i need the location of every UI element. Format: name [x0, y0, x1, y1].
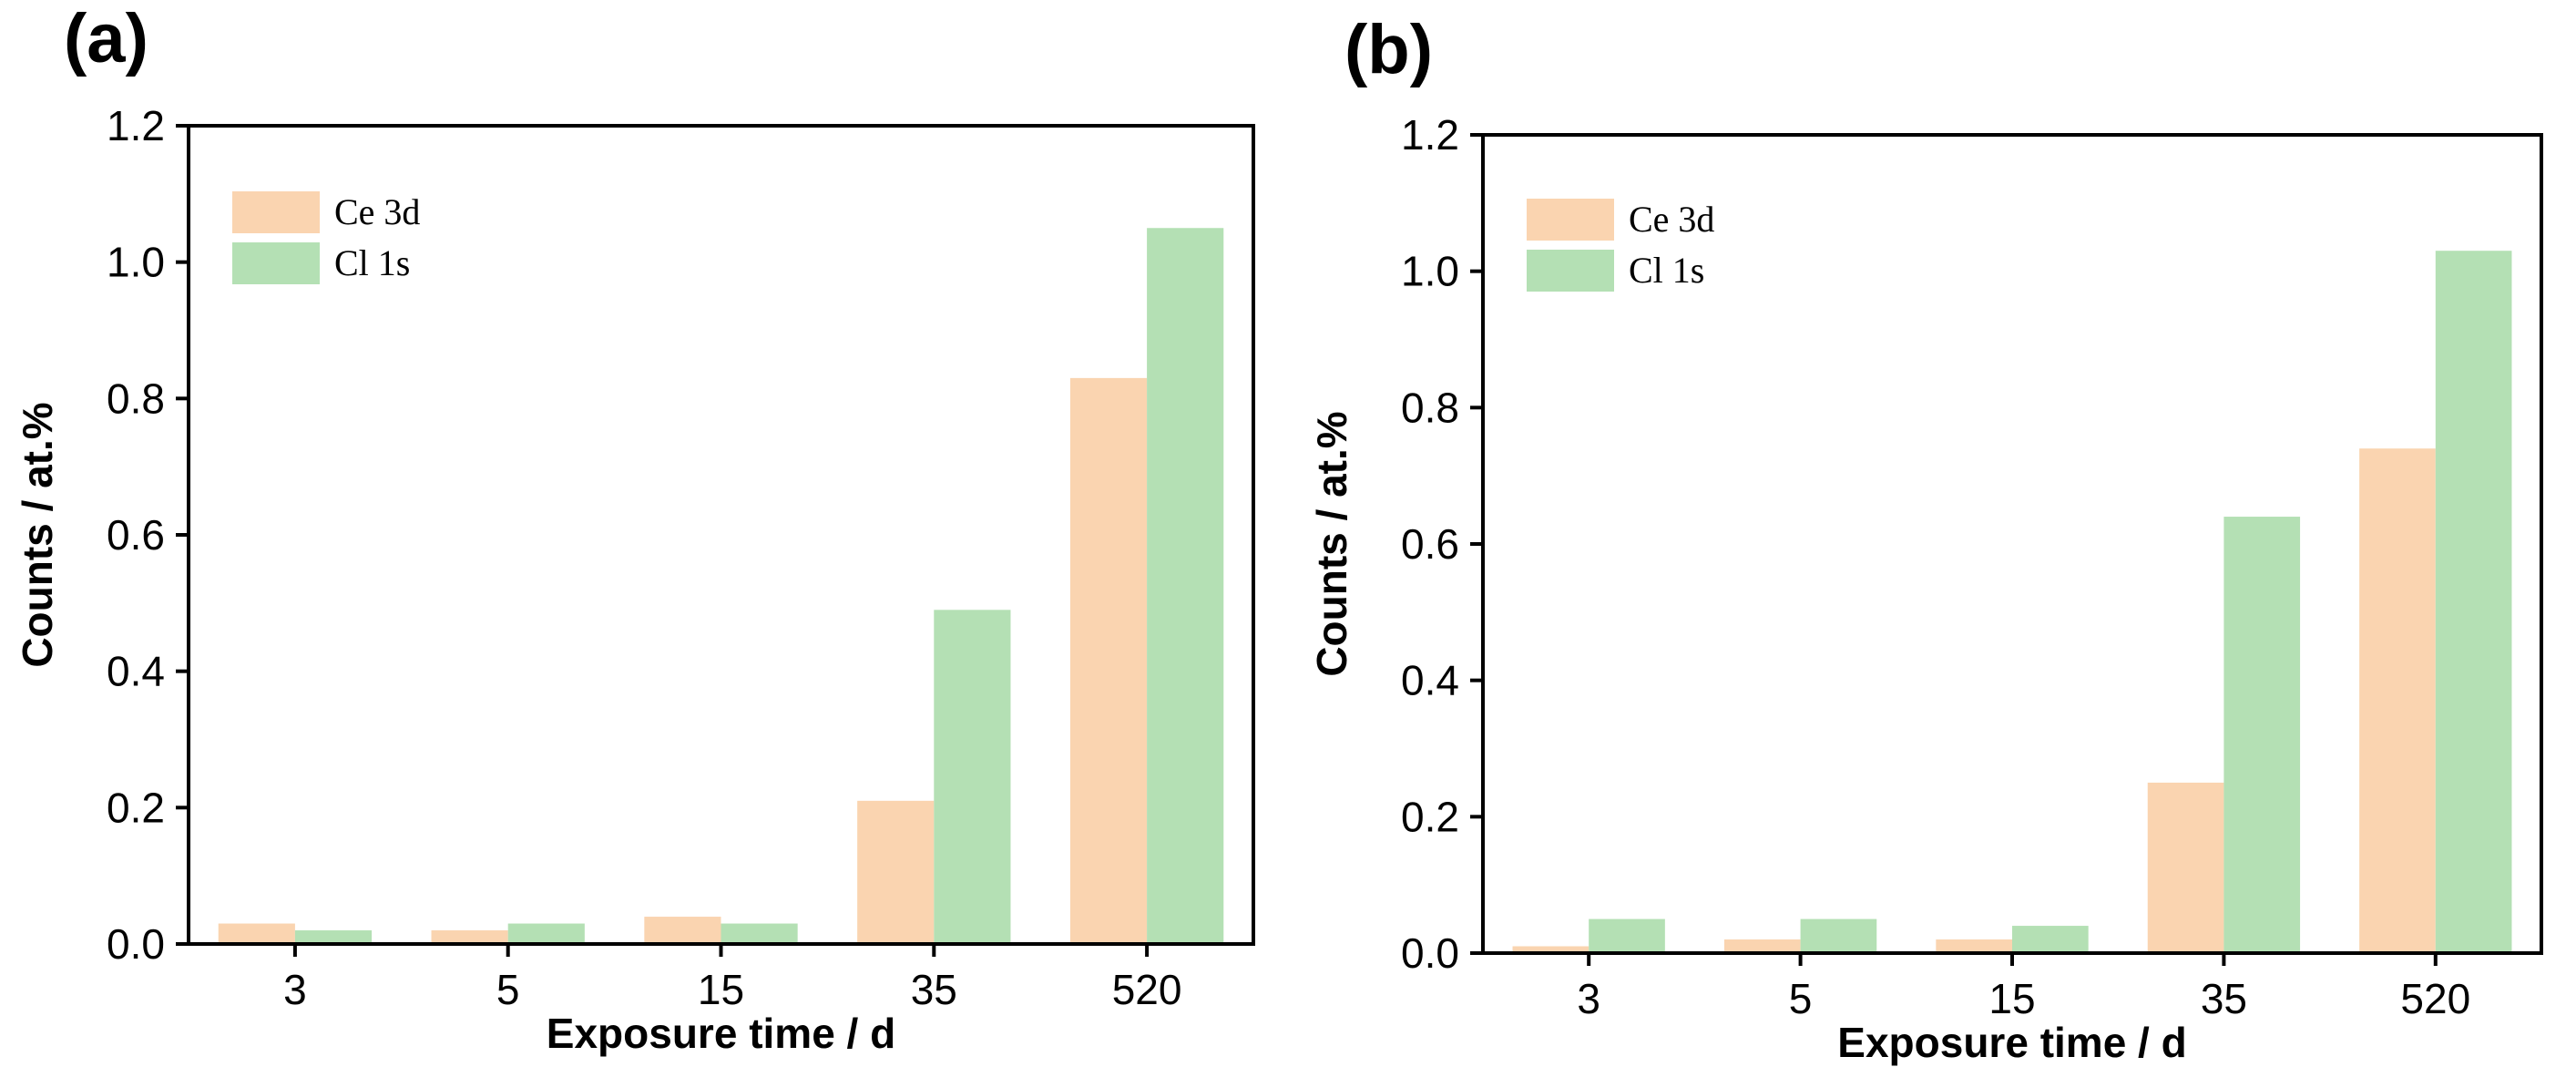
legend-swatch-b-1 — [1527, 250, 1614, 292]
bar-b-cl-1s-15 — [2012, 926, 2089, 953]
x-tick-label-b-5: 5 — [1789, 975, 1813, 1022]
bar-b-cl-1s-520 — [2435, 251, 2512, 953]
bars-a — [218, 228, 1224, 945]
legend-label-a-0: Ce 3d — [334, 191, 420, 232]
y-tick-label-a-4: 0.8 — [107, 374, 165, 422]
panel-label-a: (a) — [64, 0, 148, 77]
bar-a-cl-1s-15 — [721, 923, 798, 944]
panel-a: (a) 0.00.20.40.60.81.01.2 3 5 15 35 520 Ce 3… — [14, 0, 1255, 1057]
bar-a-cl-1s-520 — [1147, 228, 1224, 944]
y-tick-label-a-6: 1.2 — [107, 102, 165, 149]
y-tick-label-a-1: 0.2 — [107, 784, 165, 831]
y-tick-label-b-5: 1.0 — [1401, 248, 1459, 295]
y-tick-label-b-6: 1.2 — [1401, 111, 1459, 159]
panel-b: (b) 0.00.20.40.60.81.01.2 3 5 15 35 520 Ce 3… — [1308, 11, 2543, 1066]
x-tick-label-b-520: 520 — [2400, 975, 2470, 1022]
x-tick-label-a-520: 520 — [1112, 966, 1182, 1013]
panel-label-b: (b) — [1344, 11, 1433, 88]
bar-b-ce-3d-15 — [1936, 939, 2012, 953]
legend-swatch-a-1 — [232, 242, 320, 284]
y-tick-label-b-4: 0.8 — [1401, 384, 1459, 431]
bar-a-ce-3d-35 — [857, 800, 935, 944]
y-axis-title-b: Counts / at.% — [1308, 411, 1355, 676]
legend-swatch-b-0 — [1527, 199, 1614, 241]
bar-a-cl-1s-5 — [507, 923, 585, 944]
bar-b-ce-3d-3 — [1512, 946, 1590, 953]
x-ticks-b: 3 5 15 35 520 — [1577, 953, 2470, 1022]
plot-frame-a — [187, 124, 1255, 946]
legend-label-b-1: Cl 1s — [1629, 250, 1704, 291]
bar-a-ce-3d-5 — [431, 930, 508, 944]
y-axis-title-a: Counts / at.% — [14, 402, 61, 667]
y-ticks-b: 0.0 0.2 0.4 0.6 0.8 1.0 1.2 — [1401, 111, 1483, 977]
legend-b: Ce 3d Cl 1s — [1527, 199, 1714, 292]
bar-a-cl-1s-35 — [934, 610, 1011, 944]
y-ticks-a: 0.0 0.2 0.4 0.6 0.8 1.0 1.2 — [107, 102, 189, 968]
bar-a-ce-3d-3 — [218, 923, 295, 944]
legend-label-b-0: Ce 3d — [1629, 199, 1714, 240]
x-tick-label-a-15: 15 — [698, 966, 744, 1013]
y-tick-label-b-0: 0.0 — [1401, 929, 1459, 977]
plot-frame-b — [1481, 133, 2543, 955]
y-tick-label-b-1: 0.2 — [1401, 793, 1459, 840]
x-tick-label-b-15: 15 — [1988, 975, 2035, 1022]
bar-b-cl-1s-5 — [1800, 918, 1877, 953]
bar-b-ce-3d-35 — [2147, 782, 2224, 953]
x-axis-title-b: Exposure time / d — [1837, 1019, 2186, 1066]
y-tick-label-a-0: 0.0 — [107, 920, 165, 968]
y-tick-label-a-3: 0.6 — [107, 511, 165, 559]
bar-a-ce-3d-520 — [1069, 377, 1148, 945]
legend-label-a-1: Cl 1s — [334, 242, 410, 283]
y-tick-label-b-2: 0.4 — [1401, 657, 1459, 704]
bar-b-cl-1s-3 — [1589, 918, 1665, 953]
x-tick-label-b-3: 3 — [1577, 975, 1600, 1022]
legend-a: Ce 3d Cl 1s — [232, 191, 420, 284]
x-axis-title-a: Exposure time / d — [547, 1010, 895, 1057]
bars-b — [1512, 251, 2512, 953]
x-tick-label-b-35: 35 — [2201, 975, 2247, 1022]
bar-a-ce-3d-15 — [644, 917, 721, 944]
x-tick-label-a-3: 3 — [283, 966, 307, 1013]
bar-b-cl-1s-35 — [2223, 517, 2301, 953]
bar-b-ce-3d-520 — [2359, 448, 2436, 953]
y-tick-label-a-2: 0.4 — [107, 648, 165, 695]
bar-b-ce-3d-5 — [1723, 939, 1801, 953]
x-tick-label-a-5: 5 — [496, 966, 520, 1013]
x-ticks-a: 3 5 15 35 520 — [283, 944, 1181, 1013]
legend-swatch-a-0 — [232, 191, 320, 233]
y-tick-label-a-5: 1.0 — [107, 239, 165, 286]
x-tick-label-a-35: 35 — [911, 966, 957, 1013]
bar-a-cl-1s-3 — [294, 930, 373, 944]
y-tick-label-b-3: 0.6 — [1401, 520, 1459, 568]
